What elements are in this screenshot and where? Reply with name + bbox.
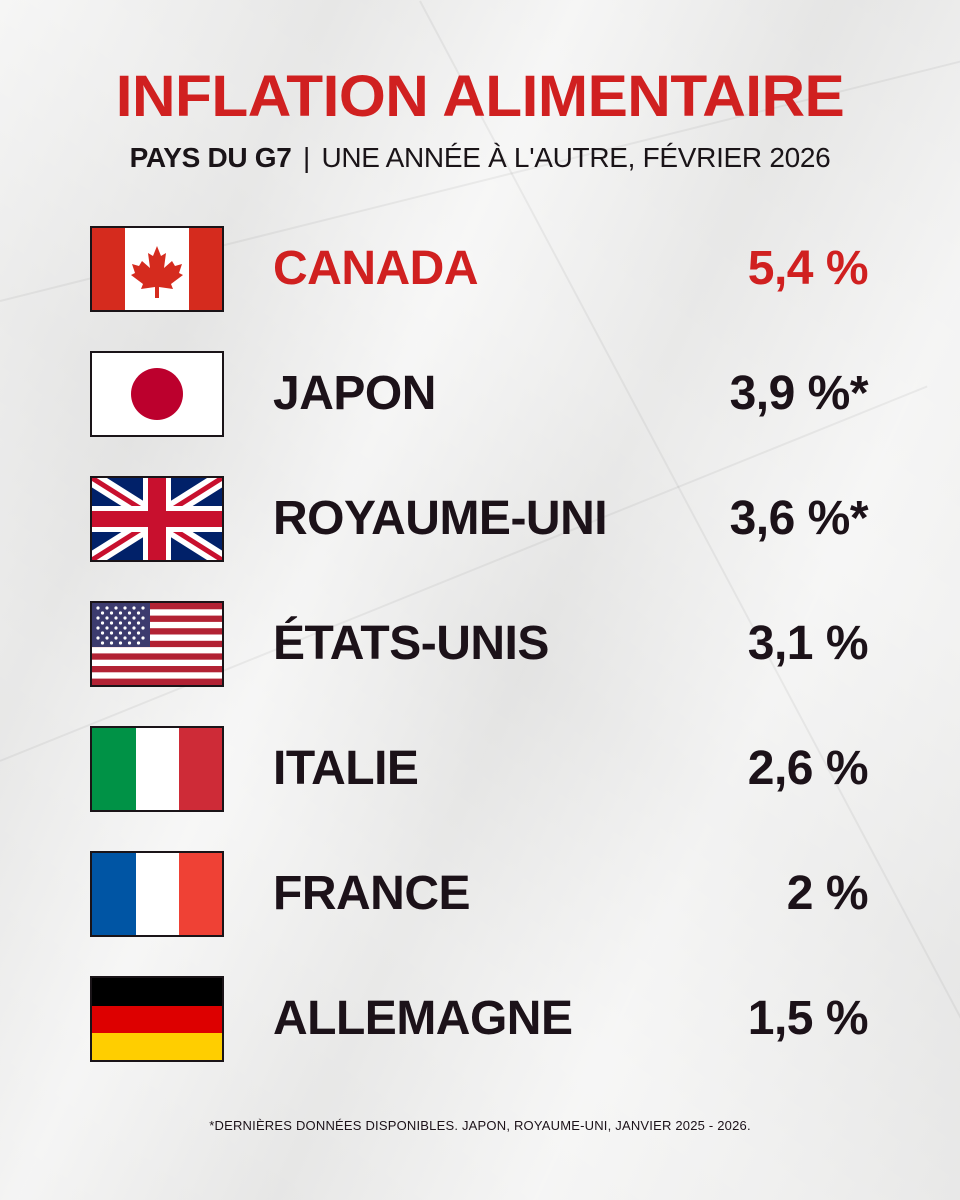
subtitle-separator: | — [303, 142, 310, 173]
list-item-italie: ITALIE 2,6 % — [0, 726, 960, 816]
list-item-japon: JAPON 3,9 %* — [0, 351, 960, 441]
italy-flag-icon — [90, 726, 224, 812]
france-flag-icon — [90, 851, 224, 937]
list-item-canada: CANADA 5,4 % — [0, 226, 960, 316]
country-name: ALLEMAGNE — [273, 992, 573, 1045]
usa-flag-icon — [90, 601, 224, 687]
inflation-value: 1,5 % — [747, 992, 869, 1045]
country-name: JAPON — [273, 367, 436, 420]
country-name: ÉTATS-UNIS — [273, 617, 549, 670]
canada-flag-icon — [90, 226, 224, 312]
page-subtitle: PAYS DU G7 | UNE ANNÉE À L'AUTRE, FÉVRIE… — [0, 138, 960, 178]
list-item-france: FRANCE 2 % — [0, 851, 960, 941]
germany-flag-icon — [90, 976, 224, 1062]
list-item-allemagne: ALLEMAGNE 1,5 % — [0, 976, 960, 1066]
inflation-value: 3,9 %* — [729, 367, 869, 420]
subtitle-period: UNE ANNÉE À L'AUTRE, FÉVRIER 2026 — [321, 142, 831, 173]
inflation-value: 2,6 % — [747, 742, 869, 795]
country-name: ITALIE — [273, 742, 419, 795]
country-name: FRANCE — [273, 867, 471, 920]
country-name: ROYAUME-UNI — [273, 492, 608, 545]
list-item-royaume-uni: ROYAUME-UNI 3,6 %* — [0, 476, 960, 566]
inflation-value: 2 % — [786, 867, 869, 920]
inflation-value: 5,4 % — [747, 242, 869, 295]
japan-flag-icon — [90, 351, 224, 437]
uk-flag-icon — [90, 476, 224, 562]
country-name: CANADA — [273, 242, 478, 295]
inflation-value: 3,6 %* — [729, 492, 869, 545]
list-item-etats-unis: ÉTATS-UNIS 3,1 % — [0, 601, 960, 691]
footnote: *DERNIÈRES DONNÉES DISPONIBLES. JAPON, R… — [209, 1118, 751, 1133]
subtitle-group: PAYS DU G7 — [129, 142, 292, 173]
page-title: INFLATION ALIMENTAIRE — [115, 64, 845, 129]
inflation-value: 3,1 % — [747, 617, 869, 670]
